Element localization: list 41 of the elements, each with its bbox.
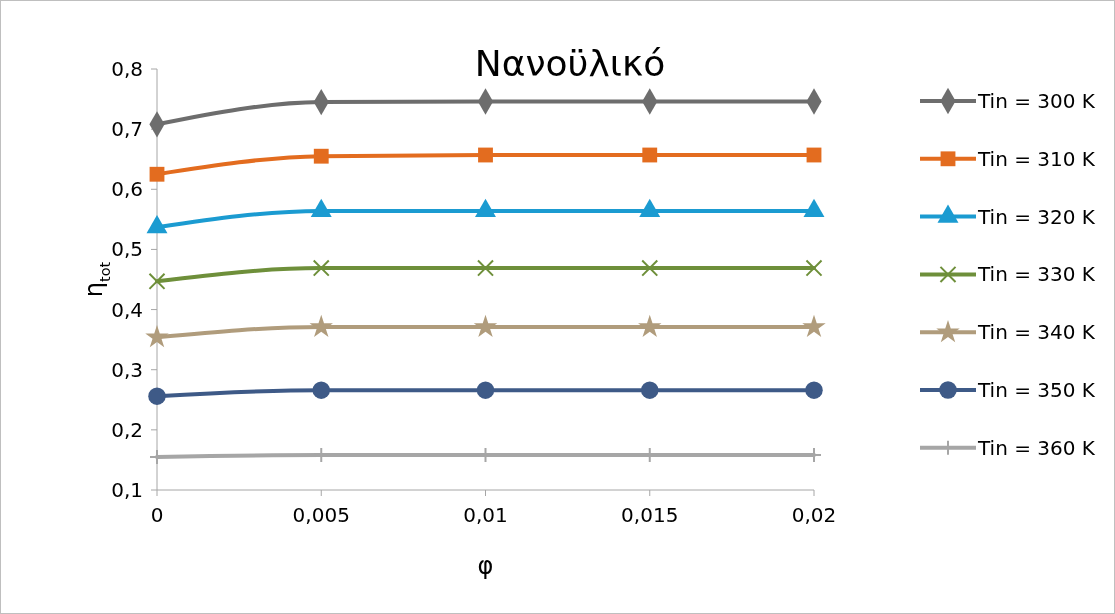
point xyxy=(802,314,826,337)
point xyxy=(476,259,495,277)
point xyxy=(312,381,330,399)
point xyxy=(145,324,169,348)
point xyxy=(805,381,823,399)
point xyxy=(638,314,662,337)
y-tick-label: 0,3 xyxy=(111,357,143,382)
y-tick-label: 0,4 xyxy=(111,297,143,322)
x-tick-label: 0,02 xyxy=(791,503,837,527)
legend-label: Tin = 360 K xyxy=(977,435,1096,460)
y-tick-label: 0,1 xyxy=(111,478,143,502)
y-tick-label: 0,5 xyxy=(111,237,143,262)
point xyxy=(641,381,659,399)
point xyxy=(476,381,495,399)
point xyxy=(642,147,658,163)
point xyxy=(148,387,166,405)
point xyxy=(478,147,493,163)
point xyxy=(805,259,823,277)
legend-label: Tin = 300 K xyxy=(977,89,1096,113)
legend-label: Tin = 310 K xyxy=(977,146,1096,171)
legend-label: Tin = 320 K xyxy=(977,204,1096,229)
legend-label: Tin = 340 K xyxy=(977,320,1096,345)
y-tick-label: 0,7 xyxy=(111,117,143,142)
legend-label: Tin = 330 K xyxy=(977,262,1096,287)
x-tick-label: 0 xyxy=(150,503,164,527)
y-tick-label: 0,2 xyxy=(111,417,143,442)
point xyxy=(641,259,659,277)
y-tick-label: 0,8 xyxy=(111,57,143,81)
point xyxy=(473,314,498,337)
x-tick-label: 0,01 xyxy=(463,503,508,527)
legend-label: Tin = 350 K xyxy=(977,378,1096,402)
y-tick-label: 0,6 xyxy=(111,177,143,202)
point xyxy=(312,259,330,277)
point xyxy=(149,166,165,182)
point xyxy=(309,314,333,337)
point xyxy=(148,272,166,290)
chart-title: Νανοϋλικό xyxy=(474,43,666,84)
x-tick-label: 0,015 xyxy=(621,503,679,527)
x-tick-label: 0,005 xyxy=(292,503,350,527)
x-axis-title: φ xyxy=(477,552,494,580)
point xyxy=(313,148,329,164)
